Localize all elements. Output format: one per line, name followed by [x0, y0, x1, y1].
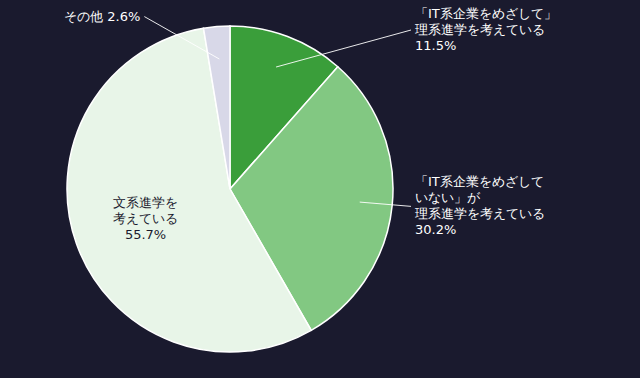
slice-label: その他 2.6%	[64, 9, 140, 24]
labels: 「IT系企業をめざして」理系進学を考えている11.5% 「IT系企業をめざしていな…	[64, 6, 557, 242]
pie-slice	[203, 26, 230, 189]
chart-container: 「IT系企業をめざして」理系進学を考えている11.5% 「IT系企業をめざしていな…	[0, 0, 640, 378]
wedges	[67, 26, 393, 352]
slice-label: 文系進学を考えている55.7%	[113, 195, 178, 242]
leader-line	[276, 30, 411, 67]
background	[0, 0, 640, 378]
leader-line	[144, 17, 219, 59]
chart: 「IT系企業をめざして」理系進学を考えている11.5% 「IT系企業をめざしていな…	[0, 0, 640, 378]
slice-label: 「IT系企業をめざして」理系進学を考えている11.5%	[415, 6, 557, 53]
slice-label: 「IT系企業をめざしていない」が理系進学を考えている30.2%	[415, 174, 545, 237]
pie-slice	[67, 28, 311, 352]
leader-line	[360, 202, 411, 206]
